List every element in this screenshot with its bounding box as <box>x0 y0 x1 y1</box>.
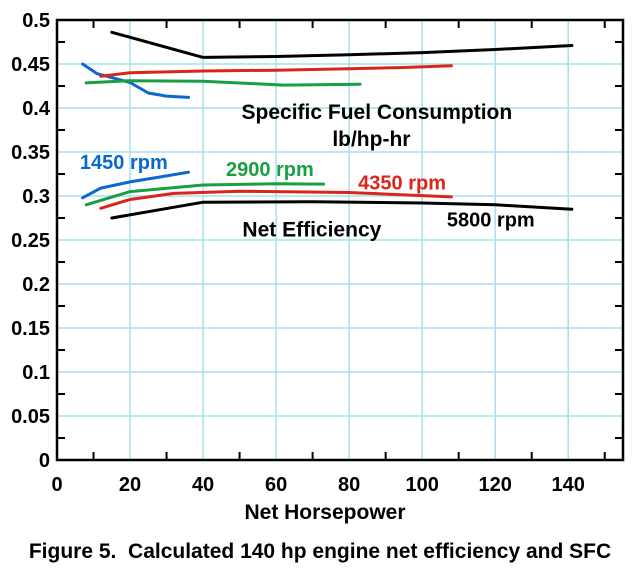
y-tick-label: 0.1 <box>22 362 50 384</box>
x-tick-label: 120 <box>479 474 512 496</box>
x-axis-title: Net Horsepower <box>244 501 405 524</box>
efficiency-sfc-chart: 0 0.05 0.1 0.15 0.2 0.25 0.3 0.35 0.4 0.45 0.5 0 20 4… <box>11 10 625 524</box>
y-tick-label: 0.4 <box>22 98 51 120</box>
x-tick-label: 20 <box>119 474 141 496</box>
x-tick-label: 60 <box>265 474 287 496</box>
series-sfc-2900-rpm <box>84 79 362 87</box>
series-eff-2900-rpm <box>84 182 326 207</box>
annotation-label-2900-rpm: 2900 rpm <box>226 159 314 181</box>
series-eff-4350-rpm <box>99 189 453 210</box>
annotation-label-4350-rpm: 4350 rpm <box>358 172 446 194</box>
plot-frame <box>55 18 625 462</box>
series-group <box>81 30 574 220</box>
y-tick-label: 0.3 <box>22 186 50 208</box>
annotations: Specific Fuel Consumption lb/hp-hr 1450 rp… <box>80 101 535 241</box>
annotation-label-5800-rpm: 5800 rpm <box>447 209 535 231</box>
series-sfc-1450-rpm <box>81 62 190 99</box>
annotation-sfc-title: Specific Fuel Consumption <box>242 101 513 124</box>
annotation-net-efficiency-label: Net Efficiency <box>242 218 381 241</box>
x-tick-label: 140 <box>552 474 585 496</box>
series-eff-1450-rpm <box>81 170 190 200</box>
minor-ticks <box>57 20 623 460</box>
annotation-sfc-units: lb/hp-hr <box>332 128 410 151</box>
y-tick-label: 0.5 <box>22 10 50 32</box>
y-tick-label: 0.45 <box>11 54 50 76</box>
y-tick-label: 0 <box>39 450 50 472</box>
y-tick-label: 0.25 <box>11 230 50 252</box>
y-tick-label: 0.15 <box>11 318 50 340</box>
x-tick-label: 100 <box>405 474 438 496</box>
tick-labels: 0 0.05 0.1 0.15 0.2 0.25 0.3 0.35 0.4 0.45 0.5 0 20 4… <box>11 10 585 496</box>
figure-caption: Figure 5. Calculated 140 hp engine net e… <box>28 540 612 563</box>
x-tick-label: 0 <box>51 474 62 496</box>
x-tick-label: 80 <box>338 474 360 496</box>
y-tick-label: 0.05 <box>11 406 50 428</box>
x-tick-label: 40 <box>192 474 214 496</box>
series-sfc-5800-rpm <box>110 30 574 59</box>
series-sfc-4350-rpm <box>99 64 453 78</box>
y-tick-label: 0.2 <box>22 274 50 296</box>
annotation-label-1450-rpm: 1450 rpm <box>80 152 168 174</box>
y-tick-label: 0.35 <box>11 142 50 164</box>
gridlines <box>57 20 623 460</box>
series-eff-5800-rpm <box>110 200 574 220</box>
